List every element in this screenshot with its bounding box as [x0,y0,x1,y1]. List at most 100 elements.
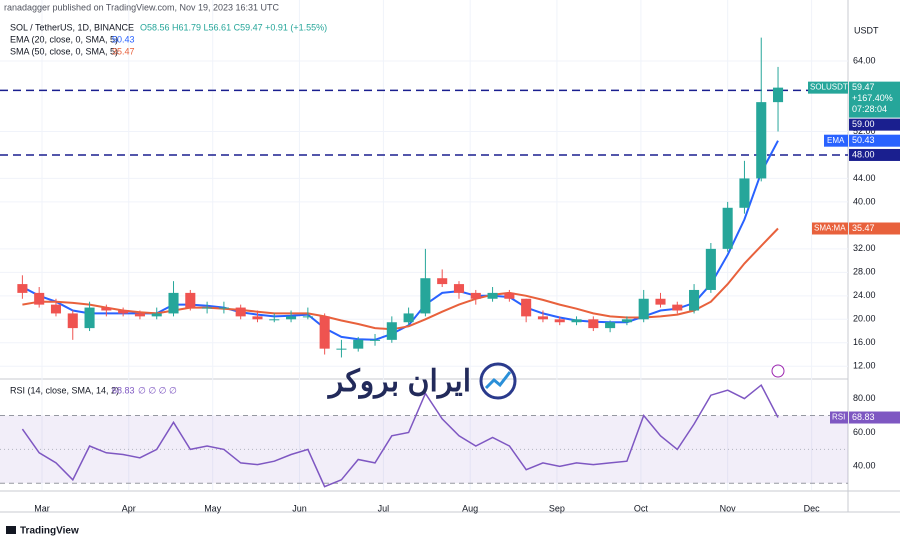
y-tick-label: 28.00 [853,267,876,277]
candle-body [269,319,280,321]
candle [772,66,784,132]
level-tag: 59.00 [852,119,875,129]
y-tick-label: 64.00 [853,55,876,65]
candle-body [168,292,179,314]
candle-body [151,313,162,317]
footer-text: TradingView [20,526,79,537]
candle [353,336,364,352]
y-tick-label: 52.00 [853,126,876,136]
candle-body [655,298,666,305]
rsi-legend-extra: ∅ ∅ ∅ ∅ [138,385,177,395]
rsi-legend: RSI (14, close, SMA, 14, 2) [10,385,119,395]
candle-body [302,316,313,318]
level-tag: 48.00 [852,149,875,159]
candle-body [319,316,330,349]
candle [235,304,246,320]
last-price: 59.47 [852,82,875,92]
candle-body [705,248,716,290]
x-tick-label: Nov [720,503,737,513]
candle-body [369,339,381,341]
candle [252,310,263,323]
candle-body [336,348,347,350]
symbol-tag: SOLUSDT [810,83,848,92]
candle-body [504,292,515,299]
x-tick-label: Jul [378,503,390,513]
candle [588,316,599,332]
candle-body [50,304,62,314]
alert-icon [771,364,785,378]
sma-legend: SMA (50, close, 0, SMA, 5) [10,46,118,56]
x-tick-label: May [204,503,222,513]
rsi-legend-value: 68.83 [112,385,135,395]
watermark-logo-arrow [484,371,512,390]
ma-name-box [812,222,848,235]
candle-body [67,313,78,329]
candle-body [84,307,95,329]
ema-legend-value: 50.43 [112,34,135,44]
y-tick-label: 20.00 [853,314,876,324]
candle-body [521,298,532,317]
candle-body [420,278,431,314]
sma-legend-value: 35.47 [112,46,135,56]
candle [386,316,397,343]
candle [537,310,548,323]
candle [302,307,313,320]
rsi-tick-label: 40.00 [853,461,876,471]
candle [655,292,666,308]
candle [420,248,431,317]
footer-logo: TradingView [6,526,79,537]
candle-body [185,292,196,308]
x-tick-label: Jun [292,503,307,513]
candle [487,287,498,302]
ma-tag-box [849,134,900,147]
candle-body [218,307,229,309]
candle [118,307,129,317]
candle [218,301,229,314]
candle-body [286,316,297,320]
candle [134,310,145,320]
y-tick-label: 44.00 [853,173,876,183]
candle [470,289,481,305]
x-tick-label: Aug [462,503,478,513]
candle [605,320,616,333]
y-tick-label: 32.00 [853,243,876,253]
watermark-text: ایران بروکر [327,365,471,399]
candle-body [588,319,599,329]
candle [403,307,414,326]
candle-body [134,313,145,317]
candle [638,289,649,323]
rsi-line [21,383,779,488]
candle [269,313,280,323]
candle-body [672,304,683,311]
y-tick-label: 24.00 [853,290,876,300]
candle [621,316,632,326]
candle [185,289,196,311]
candle [319,313,330,355]
candle-body [17,284,28,293]
candle-body [353,339,364,349]
candle [336,339,347,358]
candle [453,281,465,299]
ma-name-box [824,134,848,147]
symbol-tag-box [808,81,848,94]
candle [504,289,515,302]
x-tick-label: Sep [549,503,565,513]
candle [437,269,448,288]
watermark: ایران بروکر [327,362,517,400]
candle-body [621,319,632,323]
candle [151,307,162,320]
candle [672,301,683,314]
ohlc: O58.56 H61.79 L56.61 C59.47 +0.91 (+1.55… [140,22,327,32]
publisher: ranadagger published on TradingView.com,… [4,2,280,12]
y-tick-label: 40.00 [853,196,876,206]
x-tick-label: Mar [34,503,50,513]
ma-tag: 50.43 [852,135,875,145]
rsi-name-box [830,411,848,424]
candle-body [571,319,582,323]
candle-body [689,289,700,311]
ma-name: EMA [827,136,845,145]
ma-name: SMA:MA [814,224,846,233]
candle-body [235,307,246,317]
candle-body [386,322,397,340]
candle-body [118,310,129,314]
